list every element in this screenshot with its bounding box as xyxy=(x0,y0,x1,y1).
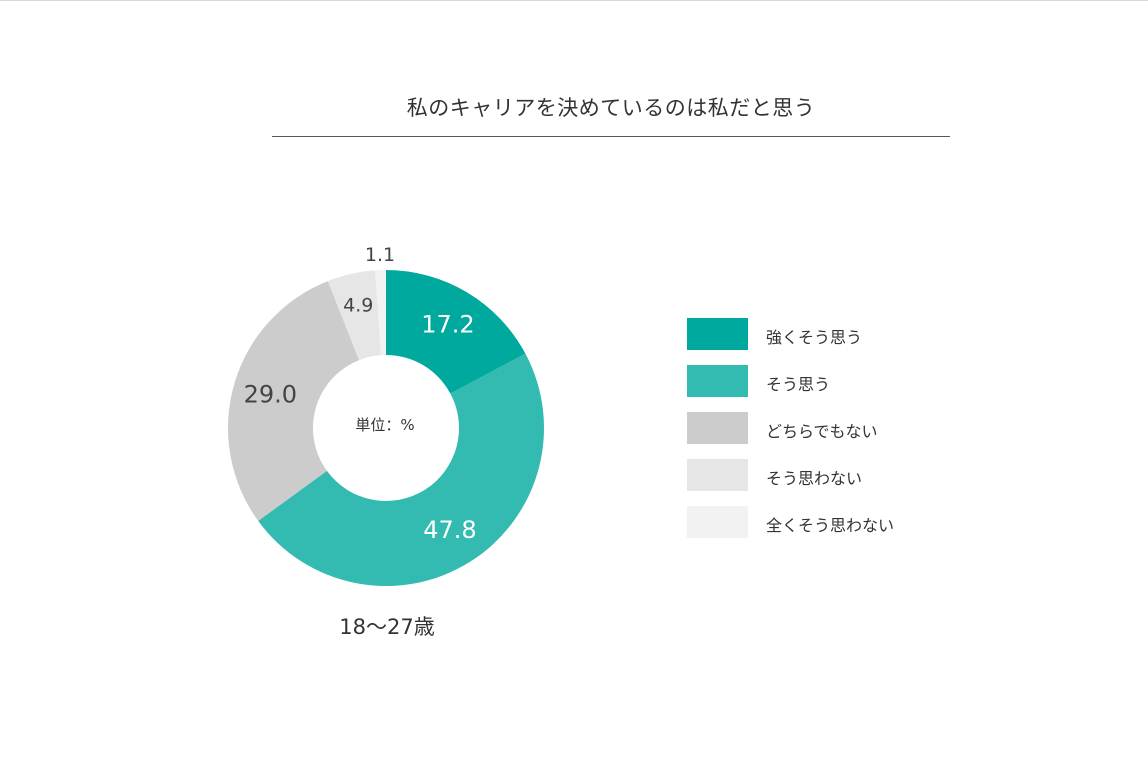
slice-value-label: 29.0 xyxy=(244,380,297,408)
legend-swatch xyxy=(687,365,748,397)
legend-label: そう思う xyxy=(766,375,831,394)
slice-value-label: 4.9 xyxy=(343,295,373,317)
slice-value-label: 1.1 xyxy=(365,244,395,266)
legend-label: どちらでもない xyxy=(766,422,878,441)
group-label: 18〜27歳 xyxy=(339,615,435,639)
title-rule xyxy=(272,136,950,137)
slice-value-label: 47.8 xyxy=(423,516,476,544)
unit-label: 単位：% xyxy=(355,416,415,434)
donut-slice xyxy=(227,281,360,521)
legend-label: 全くそう思わない xyxy=(766,516,895,535)
legend-swatch xyxy=(687,412,748,444)
top-border xyxy=(0,0,1148,1)
donut-slice xyxy=(327,270,381,361)
legend-swatch xyxy=(687,459,748,491)
donut-slice xyxy=(386,270,526,394)
legend-label: 強くそう思う xyxy=(766,328,863,347)
legend-swatch xyxy=(687,506,748,538)
donut-slice xyxy=(375,270,386,356)
legend-label: そう思わない xyxy=(766,469,863,488)
donut-slice xyxy=(258,353,545,587)
chart-title: 私のキャリアを決めているのは私だと思う xyxy=(406,96,816,120)
slice-value-label: 17.2 xyxy=(421,311,474,339)
legend-swatch xyxy=(687,318,748,350)
